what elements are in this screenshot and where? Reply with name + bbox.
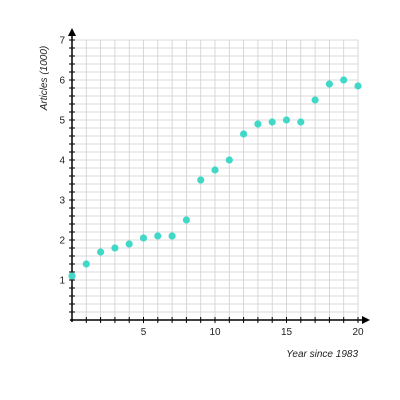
data-point — [168, 232, 176, 240]
y-tick-label: 7 — [59, 36, 65, 47]
data-point — [82, 260, 90, 268]
data-point — [354, 82, 362, 90]
data-point — [297, 118, 305, 126]
x-tick-label: 10 — [209, 327, 221, 338]
data-point — [240, 130, 248, 138]
y-tick-label: 3 — [59, 196, 65, 207]
data-point — [197, 176, 205, 184]
y-axis-arrow — [68, 28, 76, 36]
tick-labels: 5 10 15 20 1 2 3 4 5 6 7 — [59, 36, 364, 339]
x-tick-label: 20 — [352, 327, 364, 338]
data-point — [68, 272, 76, 280]
data-point — [139, 234, 148, 242]
data-point — [282, 116, 291, 124]
plot-grid — [72, 39, 359, 320]
x-tick-label: 5 — [141, 327, 147, 338]
y-tick-label: 1 — [59, 276, 65, 287]
x-tick-label: 15 — [281, 327, 293, 338]
y-tick-label: 2 — [59, 236, 65, 247]
data-points — [68, 76, 362, 280]
data-point — [254, 120, 262, 128]
data-point — [225, 156, 233, 164]
data-point — [125, 240, 133, 248]
data-point — [311, 96, 319, 104]
x-axis-label: Year since 1983 — [286, 349, 358, 360]
data-point — [211, 166, 219, 174]
data-point — [97, 248, 105, 256]
y-tick-label: 4 — [59, 156, 65, 167]
data-point — [340, 76, 348, 84]
data-point — [325, 80, 333, 88]
y-axis-label: Articles (1000) — [39, 46, 50, 111]
x-axis-arrow — [362, 316, 370, 324]
axis-ticks — [69, 39, 359, 323]
data-point — [154, 232, 162, 240]
y-tick-label: 6 — [59, 76, 65, 87]
data-point — [182, 216, 190, 224]
data-point — [268, 118, 276, 126]
data-point — [111, 244, 119, 252]
y-tick-label: 5 — [59, 116, 65, 127]
